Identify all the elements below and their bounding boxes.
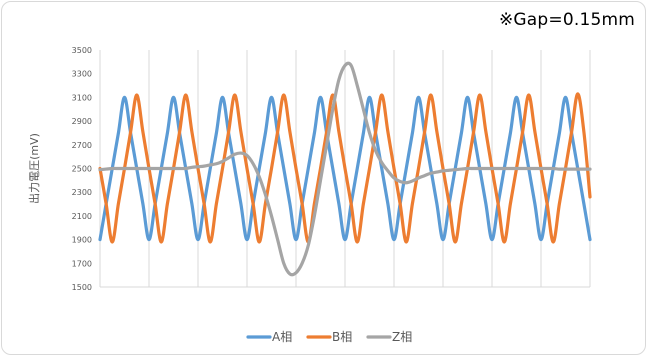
y-tick-label: 2900 — [72, 117, 92, 126]
series-line-1 — [98, 95, 592, 242]
legend-label: B相 — [332, 330, 352, 344]
y-tick-label: 2100 — [72, 212, 92, 221]
y-tick-label: 3500 — [72, 46, 92, 55]
legend-item-2: B相 — [306, 330, 352, 344]
y-tick-label: 2300 — [72, 188, 92, 197]
series-line-3 — [98, 61, 592, 277]
gap-annotation: ※Gap=0.15mm — [498, 10, 635, 30]
y-tick-label: 2500 — [72, 165, 92, 174]
y-axis-ticks: 1500 1700 1900 2100 2300 2500 2700 2900 3100 3300… — [72, 46, 92, 292]
y-tick-label: 1500 — [72, 283, 92, 292]
legend-item-1: A相 — [246, 330, 292, 344]
legend-item-3: Z相 — [366, 330, 412, 344]
y-tick-label: 2700 — [72, 141, 92, 150]
series-lines — [98, 61, 592, 277]
y-axis-label: 出力電圧(mV) — [27, 133, 41, 204]
y-tick-label: 3300 — [72, 70, 92, 79]
legend: A相 B相 Z相 — [246, 330, 412, 344]
y-tick-label: 1700 — [72, 259, 92, 268]
legend-label: A相 — [272, 330, 292, 344]
y-tick-label: 3100 — [72, 93, 92, 102]
y-tick-label: 1900 — [72, 236, 92, 245]
legend-label: Z相 — [392, 330, 412, 344]
series-line-2 — [98, 92, 592, 244]
